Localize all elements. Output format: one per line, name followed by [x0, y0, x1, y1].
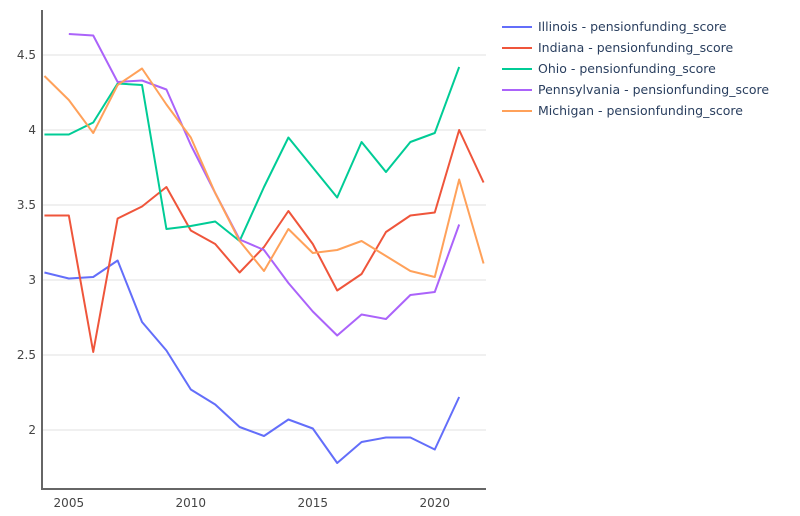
series-lines: [43, 33, 485, 464]
legend-label: Illinois - pensionfunding_score: [538, 19, 727, 34]
legend-label: Indiana - pensionfunding_score: [538, 40, 733, 55]
y-tick-label: 2.5: [17, 348, 36, 362]
series-line-pennsylvania: [68, 33, 461, 337]
legend-item[interactable]: Indiana - pensionfunding_score: [502, 40, 733, 55]
y-tick-label: 3.5: [17, 198, 36, 212]
x-tick-label: 2015: [298, 496, 329, 510]
gridlines: [42, 54, 486, 431]
y-tick-label: 4: [28, 123, 36, 137]
y-tick-labels: 2 2.5 3 3.5 4 4.5: [17, 48, 36, 437]
x-tick-labels: 2005 2010 2015 2020: [54, 496, 450, 510]
y-tick-label: 2: [28, 423, 36, 437]
legend-item[interactable]: Michigan - pensionfunding_score: [502, 103, 743, 118]
x-tick-label: 2020: [419, 496, 450, 510]
legend-label: Ohio - pensionfunding_score: [538, 61, 716, 76]
x-tick-label: 2010: [176, 496, 207, 510]
x-tick-label: 2005: [54, 496, 85, 510]
y-tick-label: 4.5: [17, 48, 36, 62]
series-line-michigan: [43, 67, 485, 278]
legend: Illinois - pensionfunding_score Indiana -…: [502, 19, 769, 118]
series-line-ohio: [44, 66, 461, 242]
legend-item[interactable]: Pennsylvania - pensionfunding_score: [502, 82, 769, 97]
legend-label: Michigan - pensionfunding_score: [538, 103, 743, 118]
legend-label: Pennsylvania - pensionfunding_score: [538, 82, 769, 97]
legend-item[interactable]: Illinois - pensionfunding_score: [502, 19, 727, 34]
series-line-indiana: [44, 129, 485, 353]
series-line-illinois: [44, 259, 461, 464]
y-tick-label: 3: [28, 273, 36, 287]
legend-item[interactable]: Ohio - pensionfunding_score: [502, 61, 716, 76]
